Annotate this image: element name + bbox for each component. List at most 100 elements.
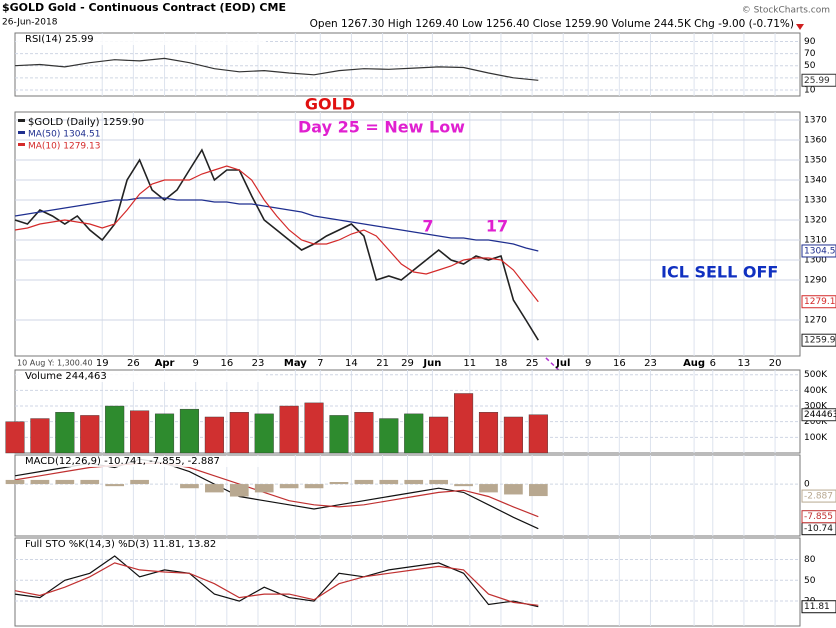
panel-title: Volume 244,463 [25,371,107,382]
histogram-bar [429,479,448,485]
histogram-bar [404,479,424,485]
x-tick-label: 25 [526,358,539,369]
histogram-bar [329,482,349,485]
x-tick-label: 23 [252,358,265,369]
y-tick-label: 10 [804,85,816,95]
end-label: 1259.9 [804,336,836,346]
y-tick-label: 1290 [804,276,827,286]
x-tick-label: 20 [769,358,782,369]
histogram-bar [504,484,523,495]
volume-bar [55,412,75,454]
end-label-box [801,408,836,422]
panel-title-bg [16,371,266,382]
histogram-bar [304,484,324,489]
histogram-bar [80,479,100,485]
volume-bar [478,412,499,454]
histogram-bar [130,479,149,485]
x-tick-label: 6 [710,358,716,369]
quote: Open 1267.30 High 1269.40 Low 1256.40 Cl… [310,18,794,30]
volume-bar [179,408,199,454]
volume-bar [379,418,399,454]
histogram-bar [379,479,399,485]
x-tick-label: 19 [96,358,109,369]
volume-bar [404,413,424,454]
end-label: -7.855 [804,512,833,522]
volume-bar [329,415,349,454]
y-tick-label: 1270 [804,316,827,326]
annotation: Day 25 = New Low [298,118,465,137]
volume-bar [80,415,100,454]
x-tick-label: 26 [127,358,140,369]
y-tick-label: 80 [804,555,816,565]
legend-swatch [18,131,25,134]
y-tick-label: 70 [804,49,816,59]
volume-bar [5,421,25,454]
histogram-bar [205,484,224,493]
end-label-box [801,600,836,614]
down-triangle [796,24,804,30]
volume-bar [429,416,449,454]
panel-title-bg [16,34,266,45]
y-tick-label: 1300 [804,256,827,266]
y-tick-label: 100K [804,433,828,443]
histogram-bar [5,479,25,485]
y-tick-label: 50 [804,576,816,586]
volume-bar [204,416,224,454]
series-line [14,165,539,303]
end-label: 11.81 [804,602,830,612]
annotation: 7 [422,217,433,236]
y-tick-label: 90 [804,37,816,47]
y-tick-label: 500K [804,370,828,380]
volume-bar [229,412,249,454]
x-tick-label: Apr [155,358,175,369]
histogram-bar [479,484,498,493]
histogram-bar [105,484,125,487]
histogram-bar [254,484,274,493]
panel-title: Full STO %K(14,3) %D(3) 11.81, 13.82 [25,539,216,550]
volume-bar [503,416,523,454]
legend-entry: $GOLD (Daily) 1259.90 [28,117,144,128]
panel-title-bg [16,539,266,550]
annotation: 17 [486,217,508,236]
volume-bar [154,413,175,454]
x-tick-label: 29 [401,358,414,369]
annotation: 10 Aug Y: 1,300.40 [17,359,93,368]
y-tick-label: 50 [804,61,816,71]
x-tick-label: 18 [495,358,508,369]
histogram-bar [30,479,50,485]
x-tick-label: 7 [317,358,323,369]
x-tick-label: 9 [192,358,198,369]
panel-title: RSI(14) 25.99 [25,34,94,45]
volume-bar [528,414,548,454]
chart-title: $GOLD Gold - Continuous Contract (EOD) C… [2,1,286,14]
date: 26-Jun-2018 [2,18,58,28]
histogram-bar [454,484,473,487]
histogram-bar [528,484,548,497]
volume-bar [354,412,374,454]
x-tick-label: Jul [555,358,570,369]
credit: © StockCharts.com [742,6,830,16]
y-tick-label: 1320 [804,216,827,226]
series-line [14,197,539,252]
x-tick-label: Jun [422,358,441,369]
panel-title: MACD(12,26,9) -10.741, -7.855, -2.887 [25,456,220,467]
end-label: 244463 [804,410,836,420]
y-tick-label: 300K [804,402,828,412]
volume-bar [105,405,125,454]
end-label-box [801,295,836,309]
legend-swatch [18,119,25,122]
x-tick-label: 14 [345,358,358,369]
x-tick-label: 21 [376,358,389,369]
x-tick-label: 9 [585,358,591,369]
y-tick-label: 1350 [804,156,827,166]
legend-swatch [18,143,25,146]
histogram-bar [55,479,75,485]
y-tick-label: 200K [804,417,828,427]
y-tick-label: 0 [804,480,810,490]
end-label: 1279.1 [804,297,836,307]
annotation: ICL SELL OFF [661,263,778,282]
end-label: -10.74 [804,524,833,534]
histogram-bar [279,484,299,489]
annotation: GOLD [305,95,355,114]
